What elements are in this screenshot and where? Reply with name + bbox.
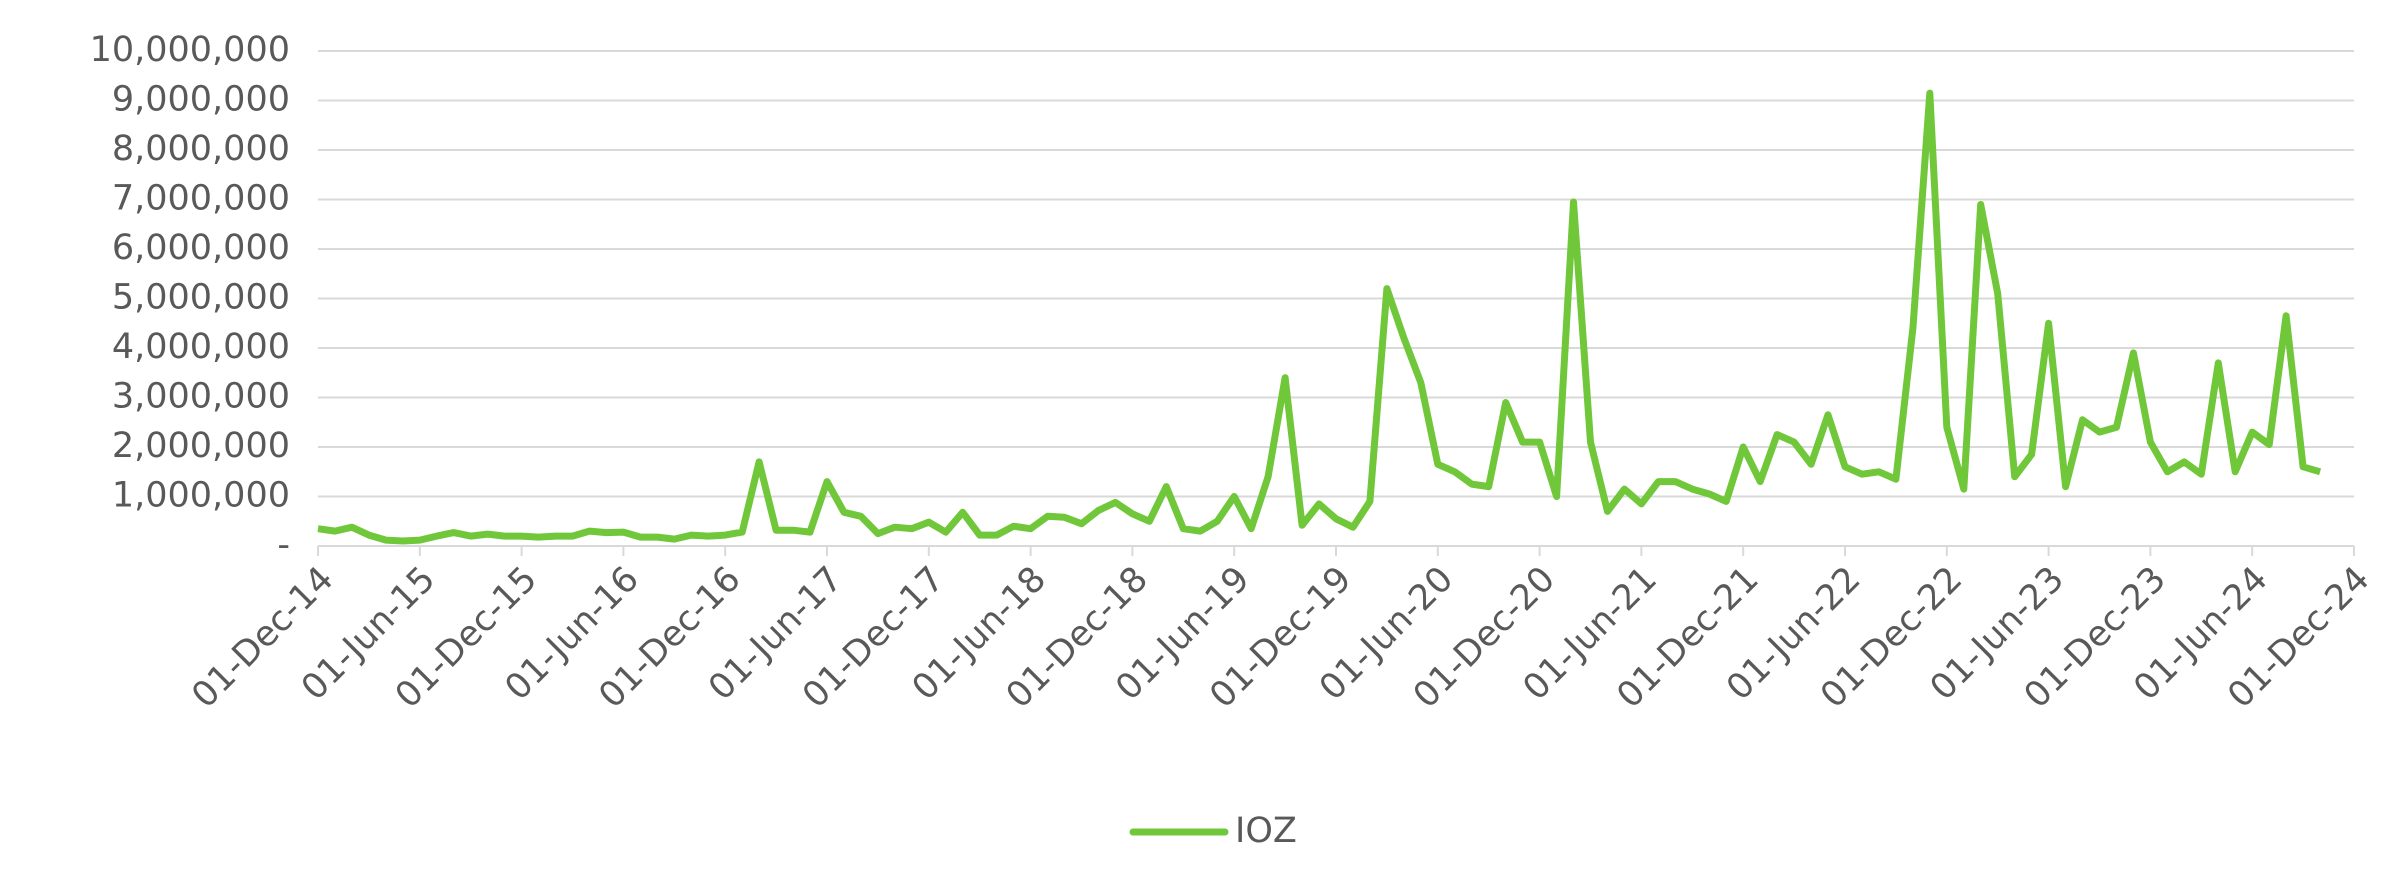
y-tick-label: 6,000,000	[112, 228, 290, 268]
legend-label: IOZ	[1235, 811, 1297, 851]
y-tick-label: 9,000,000	[112, 80, 290, 120]
y-tick-label: 10,000,000	[90, 30, 290, 70]
y-tick-label: 8,000,000	[112, 129, 290, 169]
y-tick-label: 2,000,000	[112, 426, 290, 466]
y-tick-label: -	[277, 525, 290, 565]
y-tick-label: 3,000,000	[112, 377, 290, 417]
y-tick-label: 1,000,000	[112, 476, 290, 516]
y-tick-label: 7,000,000	[112, 179, 290, 219]
data-line	[317, 89, 2322, 545]
y-tick-label: 4,000,000	[112, 327, 290, 367]
y-tick-label: 5,000,000	[112, 278, 290, 318]
